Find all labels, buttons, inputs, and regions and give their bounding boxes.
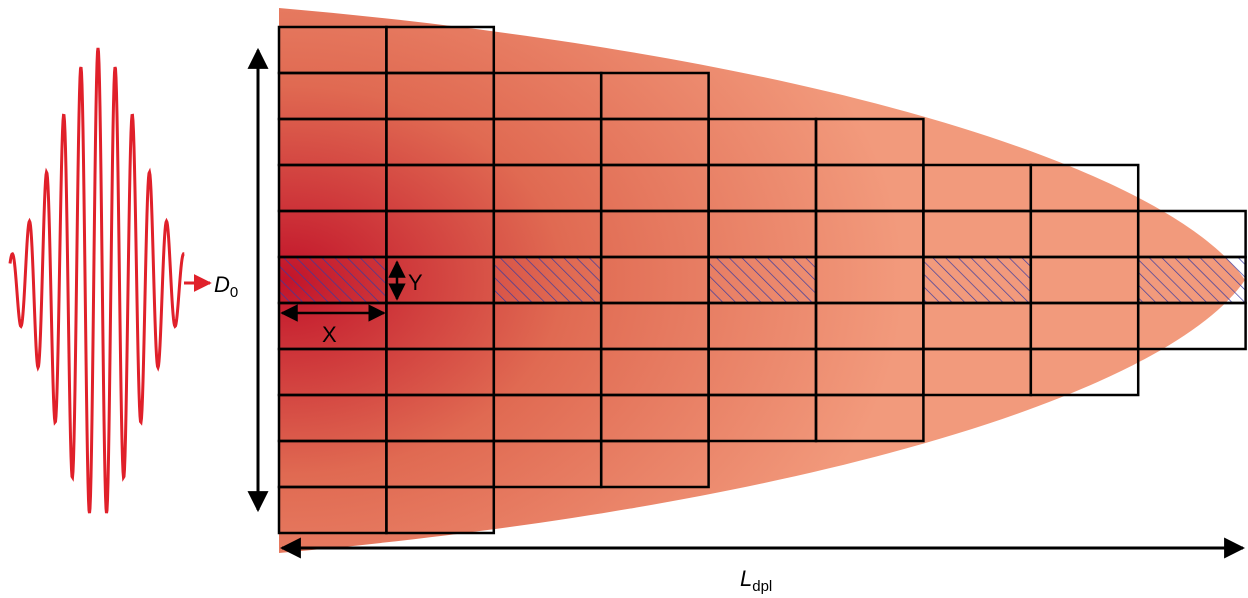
laser-pulse (10, 48, 184, 513)
hatched-cell (1138, 257, 1245, 303)
hatched-cell (923, 257, 1030, 303)
hatched-cell (494, 257, 601, 303)
x-label: X (322, 322, 337, 347)
hatched-cell (709, 257, 816, 303)
d0-label: D0 (214, 272, 238, 301)
l-label: Ldpl (740, 566, 772, 595)
hatched-cell (279, 257, 386, 303)
y-label: Y (408, 270, 423, 295)
diagram: D0 Y X Ldpl (0, 0, 1248, 598)
page: {"labels": { "beam_diameter": {"main": "… (0, 0, 1248, 598)
